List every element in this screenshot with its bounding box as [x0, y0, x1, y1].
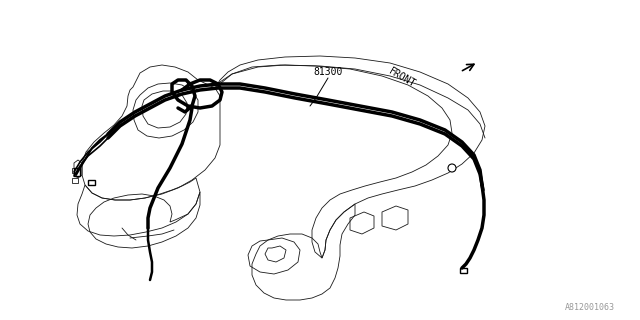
- Bar: [88, 180, 95, 185]
- Bar: [72, 178, 78, 183]
- Circle shape: [448, 164, 456, 172]
- Bar: [460, 268, 467, 273]
- Text: A812001063: A812001063: [565, 303, 615, 313]
- Bar: [72, 168, 78, 173]
- Bar: [74, 168, 80, 176]
- Text: FRONT: FRONT: [387, 66, 417, 89]
- Text: 81300: 81300: [314, 67, 342, 77]
